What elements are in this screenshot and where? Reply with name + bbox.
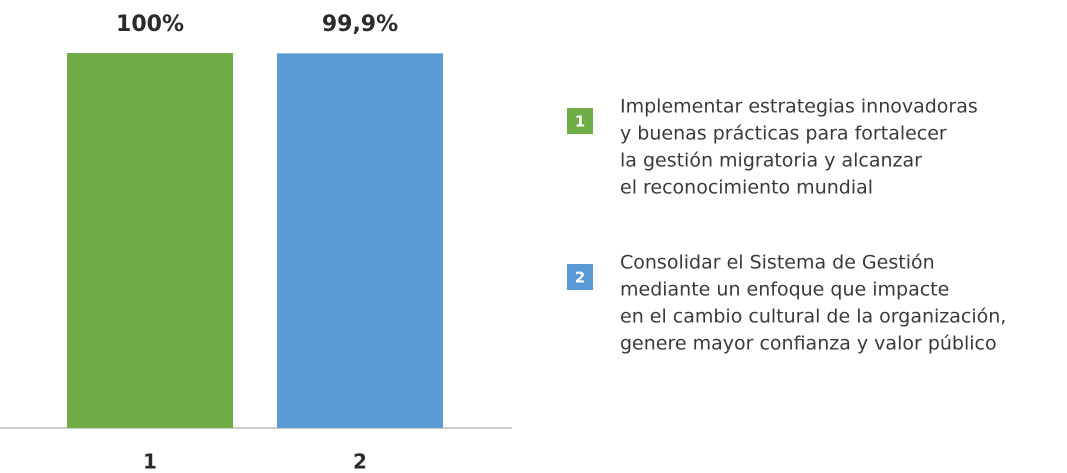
legend-text: la gestión migratoria y alcanzar xyxy=(620,150,922,172)
legend-badge xyxy=(567,108,593,134)
legend-text: Consolidar el Sistema de Gestión xyxy=(620,252,935,274)
legend-text: genere mayor confianza y valor público xyxy=(620,333,997,355)
legend-text: y buenas prácticas para fortalecer xyxy=(620,123,947,145)
legend-text: Implementar estrategias innovadoras xyxy=(620,96,978,118)
x-tick-label: 1 xyxy=(143,450,157,473)
legend-text: mediante un enfoque que impacte xyxy=(620,279,949,301)
x-tick-label: 2 xyxy=(353,450,367,473)
legend-badge-label: 2 xyxy=(575,269,585,287)
bar xyxy=(277,53,443,428)
legend-badge-label: 1 xyxy=(575,113,585,131)
bar xyxy=(67,53,233,428)
legend-badge xyxy=(567,264,593,290)
value-label: 99,9% xyxy=(322,12,398,37)
legend-text: el reconocimiento mundial xyxy=(620,177,873,199)
legend-text: en el cambio cultural de la organización… xyxy=(620,306,1006,328)
value-label: 100% xyxy=(116,12,184,37)
